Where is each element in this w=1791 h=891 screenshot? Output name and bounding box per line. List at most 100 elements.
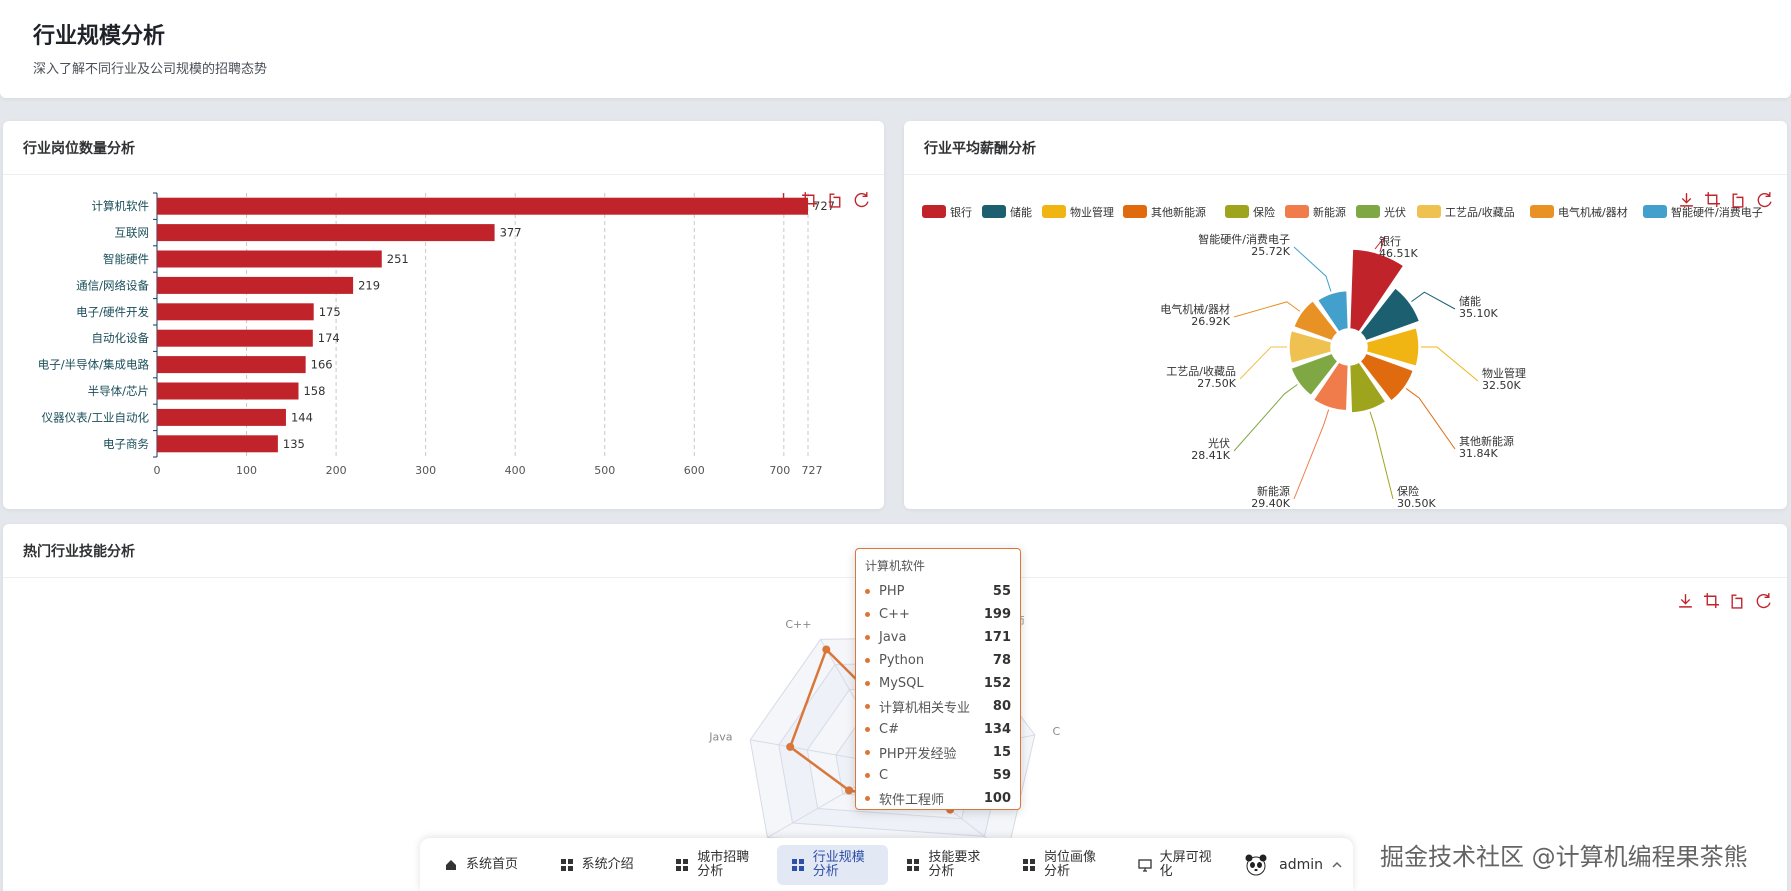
- bar[interactable]: [157, 250, 382, 268]
- bar[interactable]: [157, 276, 354, 294]
- nav-item-label: 大屏可视化: [1159, 849, 1212, 879]
- tooltip-item-value: 134: [983, 722, 1011, 737]
- x-tick-label: 700: [769, 464, 790, 477]
- legend-label[interactable]: 保险: [1253, 205, 1275, 219]
- rose-slice[interactable]: [1348, 361, 1387, 414]
- rose-slice[interactable]: [1359, 352, 1415, 402]
- tooltip-row: MySQL 152: [865, 672, 1011, 695]
- tooltip-item-value: 55: [992, 584, 1011, 599]
- download-icon[interactable]: [1678, 191, 1695, 208]
- bar-value-label: 727: [813, 199, 835, 213]
- download-icon[interactable]: [775, 191, 792, 208]
- rose-slice[interactable]: [1359, 287, 1421, 342]
- user-menu[interactable]: admin: [1243, 851, 1343, 878]
- bar[interactable]: [157, 435, 278, 453]
- bar-value-label: 158: [303, 384, 325, 398]
- bar[interactable]: [157, 408, 286, 426]
- y-category-label: 电子商务: [103, 437, 149, 451]
- panda-icon: [1245, 854, 1267, 875]
- legend-label[interactable]: 工艺品/收藏品: [1445, 205, 1515, 219]
- legend-label[interactable]: 智能硬件/消费电子: [1671, 205, 1763, 219]
- nav-item[interactable]: 行业规模分析: [776, 844, 889, 885]
- rose-slice[interactable]: [1290, 352, 1339, 397]
- series-dot: [865, 704, 870, 709]
- legend-swatch[interactable]: [1417, 205, 1441, 218]
- restore-icon[interactable]: [1756, 191, 1773, 208]
- slice-value-label: 46.51K: [1379, 247, 1418, 260]
- bar[interactable]: [157, 356, 306, 374]
- nav-item[interactable]: 岗位画像分析: [1008, 845, 1120, 885]
- legend-swatch[interactable]: [922, 205, 946, 218]
- restore-icon[interactable]: [1755, 592, 1772, 609]
- rose-slice[interactable]: [1316, 289, 1350, 333]
- legend-label[interactable]: 储能: [1010, 205, 1032, 219]
- nav-item-label: 技能要求分析: [928, 849, 981, 879]
- y-category-label: 仪器仪表/工业自动化: [42, 410, 150, 424]
- rose-slice[interactable]: [1288, 329, 1333, 365]
- legend-swatch[interactable]: [1042, 205, 1066, 218]
- legend-swatch[interactable]: [1643, 205, 1667, 218]
- radar-axis-label: Java: [708, 731, 732, 744]
- avatar: [1243, 851, 1270, 878]
- nav-item[interactable]: 系统介绍: [546, 845, 658, 885]
- legend-label[interactable]: 银行: [950, 205, 972, 219]
- zoom-icon[interactable]: [1704, 191, 1721, 208]
- download-icon[interactable]: [1677, 592, 1694, 609]
- bar-value-label: 251: [387, 252, 409, 266]
- nav-item[interactable]: 技能要求分析: [892, 845, 1004, 885]
- bar[interactable]: [157, 303, 314, 321]
- bar[interactable]: [157, 329, 313, 347]
- slice-value-label: 26.92K: [1191, 315, 1230, 328]
- legend-swatch[interactable]: [1530, 205, 1554, 218]
- legend-label[interactable]: 物业管理: [1070, 205, 1114, 219]
- zoom-icon[interactable]: [801, 191, 818, 208]
- rose-slice[interactable]: [1312, 361, 1350, 412]
- bar-value-label: 144: [291, 410, 313, 424]
- rose-slice[interactable]: [1292, 299, 1339, 342]
- bar[interactable]: [157, 197, 808, 215]
- industry-salary-rose-chart: 银行 储能 物业管理 其他新能源 保险 新能源 光伏 工艺品/收藏品 电气机械/器材 智能硬件/消…: [922, 205, 1763, 509]
- tooltip-item-name: PHP: [879, 584, 905, 599]
- tooltip-row: C# 134: [865, 718, 1011, 741]
- nav-item[interactable]: 城市招聘分析: [661, 845, 773, 885]
- legend-label[interactable]: 其他新能源: [1151, 205, 1206, 219]
- x-tick-label: 600: [684, 464, 705, 477]
- radar-point[interactable]: [822, 645, 831, 654]
- grid-icon: [907, 858, 920, 871]
- username: admin: [1279, 856, 1324, 873]
- nav-item[interactable]: 系统首页: [430, 845, 542, 885]
- rose-slice[interactable]: [1348, 248, 1405, 333]
- legend-swatch[interactable]: [1225, 205, 1249, 218]
- zoom-reset-icon[interactable]: [1729, 592, 1746, 609]
- industry-salary-card: 行业平均薪酬分析 银行 储能 物业管理 其他新能源 保险 新能源 光伏 工艺品/收藏品 电气机械…: [904, 121, 1787, 509]
- slice-label: 智能硬件/消费电子: [1198, 232, 1290, 246]
- zoom-reset-icon[interactable]: [1730, 191, 1747, 208]
- radar-point[interactable]: [845, 786, 854, 795]
- series-dot: [865, 612, 870, 617]
- x-tick-label: 400: [505, 464, 526, 477]
- zoom-icon[interactable]: [1703, 592, 1720, 609]
- legend-swatch[interactable]: [1285, 205, 1309, 218]
- bar[interactable]: [157, 382, 299, 400]
- chevron-up-icon: [1332, 861, 1342, 868]
- bottom-nav: 系统首页 系统介绍 城市招聘分析 行业规模分析 技能要求分析 岗位画像分析 大屏可视化 ad…: [420, 838, 1353, 891]
- legend-label[interactable]: 电气机械/器材: [1558, 205, 1628, 219]
- radar-point[interactable]: [786, 742, 795, 751]
- nav-item-label: 岗位画像分析: [1043, 849, 1096, 879]
- rose-slice[interactable]: [1365, 326, 1420, 368]
- tooltip-row: 计算机相关专业 80: [865, 695, 1011, 718]
- zoom-reset-icon[interactable]: [827, 191, 844, 208]
- tooltip-item-value: 171: [983, 630, 1011, 645]
- restore-icon[interactable]: [853, 191, 870, 208]
- legend-label[interactable]: 新能源: [1313, 205, 1346, 219]
- legend-swatch[interactable]: [1356, 205, 1380, 218]
- legend-label[interactable]: 光伏: [1384, 205, 1406, 219]
- legend-swatch[interactable]: [1123, 205, 1147, 218]
- page-title: 行业规模分析: [33, 24, 166, 49]
- nav-item[interactable]: 大屏可视化: [1124, 845, 1236, 885]
- tooltip-item-value: 199: [983, 607, 1011, 622]
- home-icon: [446, 859, 456, 870]
- bar[interactable]: [157, 224, 495, 242]
- legend-swatch[interactable]: [982, 205, 1006, 218]
- nav-item-label: 系统首页: [466, 856, 519, 872]
